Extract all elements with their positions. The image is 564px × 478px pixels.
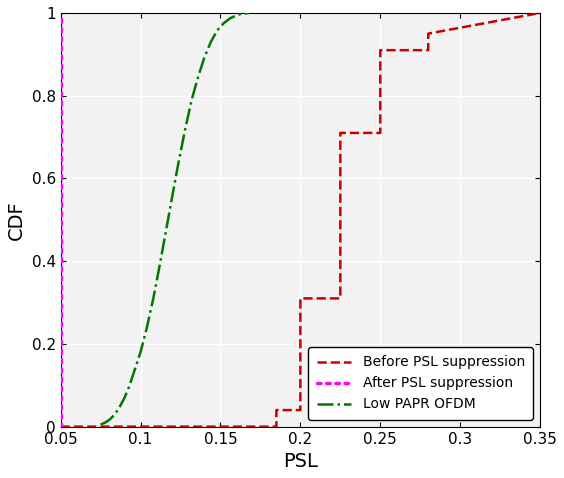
Before PSL suppression [425, 31, 431, 36]
Low PAPR OFDM [150, 295, 157, 301]
Low PAPR OFDM [112, 412, 118, 417]
Low PAPR OFDM [214, 27, 221, 33]
Before PSL suppression [537, 10, 544, 16]
Before PSL suppression [425, 47, 431, 53]
Low PAPR OFDM [238, 11, 245, 17]
Low PAPR OFDM [126, 383, 133, 389]
Legend: Before PSL suppression, After PSL suppression, Low PAPR OFDM: Before PSL suppression, After PSL suppre… [309, 347, 533, 420]
Low PAPR OFDM [131, 369, 138, 374]
Low PAPR OFDM [201, 54, 208, 60]
Low PAPR OFDM [227, 15, 233, 21]
Before PSL suppression [273, 424, 280, 430]
Low PAPR OFDM [107, 416, 113, 422]
Low PAPR OFDM [137, 349, 144, 355]
Before PSL suppression [297, 407, 304, 413]
Low PAPR OFDM [97, 422, 104, 427]
Before PSL suppression [377, 130, 384, 136]
Low PAPR OFDM [243, 11, 249, 16]
Low PAPR OFDM [175, 158, 182, 163]
Low PAPR OFDM [102, 420, 109, 425]
Low PAPR OFDM [221, 21, 227, 26]
X-axis label: PSL: PSL [283, 452, 318, 471]
Low PAPR OFDM [163, 227, 170, 233]
Before PSL suppression [297, 295, 304, 301]
Before PSL suppression [337, 130, 343, 136]
Low PAPR OFDM [246, 10, 253, 16]
Low PAPR OFDM [156, 262, 163, 268]
Low PAPR OFDM [116, 404, 123, 410]
Low PAPR OFDM [121, 395, 128, 401]
Before PSL suppression [273, 407, 280, 413]
Low PAPR OFDM [188, 97, 195, 103]
Low PAPR OFDM [144, 325, 151, 330]
Low PAPR OFDM [169, 192, 176, 198]
Line: Low PAPR OFDM: Low PAPR OFDM [100, 13, 249, 424]
Y-axis label: CDF: CDF [7, 200, 26, 239]
Before PSL suppression [377, 47, 384, 53]
Low PAPR OFDM [182, 126, 189, 131]
Low PAPR OFDM [208, 39, 214, 45]
Low PAPR OFDM [195, 74, 201, 80]
Line: Before PSL suppression: Before PSL suppression [60, 13, 540, 427]
Before PSL suppression [57, 424, 64, 430]
Before PSL suppression [337, 295, 343, 301]
Low PAPR OFDM [233, 12, 240, 18]
